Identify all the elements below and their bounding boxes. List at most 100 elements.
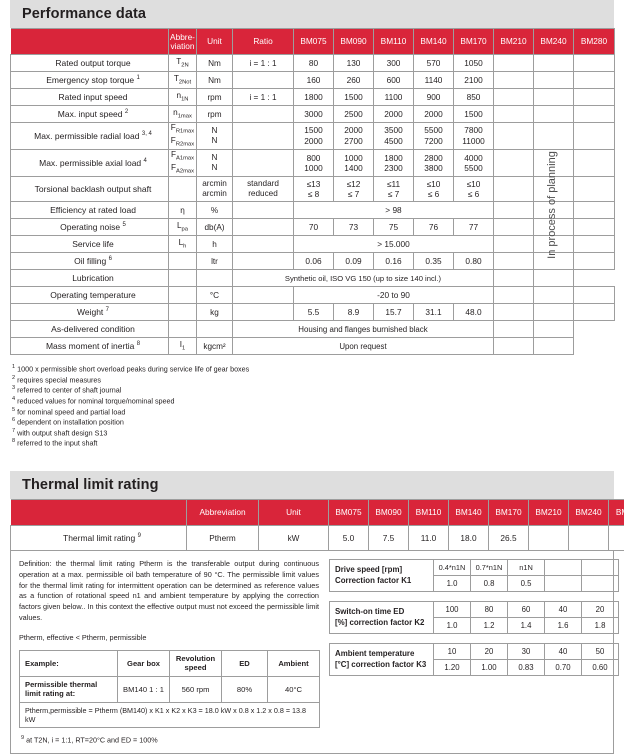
example-value-gearbox: BM140 1 : 1 xyxy=(118,676,170,702)
thermal-header-model-bm280: BM280 xyxy=(609,500,624,526)
table-row: Rated input speed n1N rpm i = 1 : 1 1800… xyxy=(11,89,615,106)
row-empty xyxy=(534,253,574,270)
k2-header-cell: 100 xyxy=(434,602,471,618)
row-value: 1140 xyxy=(414,72,454,89)
row-label: Max. input speed 2 xyxy=(11,106,169,123)
row-value: 11.0 xyxy=(409,526,449,551)
header-spacer xyxy=(11,29,169,55)
k2-value-cell: 1.6 xyxy=(545,618,582,634)
row-ratio xyxy=(233,150,294,177)
row-empty xyxy=(534,177,574,202)
row-empty xyxy=(574,219,615,236)
row-label: Mass moment of inertia 8 xyxy=(11,338,169,355)
header-model-bm140: BM140 xyxy=(414,29,454,55)
row-value: 0.09 xyxy=(334,253,374,270)
table-row: Lubrication Synthetic oil, ISO VG 150 (u… xyxy=(11,270,615,287)
header-model-bm090: BM090 xyxy=(334,29,374,55)
row-empty xyxy=(534,321,574,338)
k2-header-cell: 80 xyxy=(471,602,508,618)
row-label: Rated output torque xyxy=(11,55,169,72)
row-empty xyxy=(574,89,615,106)
row-value: 18.0 xyxy=(449,526,489,551)
header-model-bm170: BM170 xyxy=(454,29,494,55)
row-ratio: standard reduced xyxy=(233,177,294,202)
k3-header-cell: 20 xyxy=(471,644,508,660)
row-abbr: FA1max FA2max xyxy=(169,150,197,177)
k2-header-cell: 60 xyxy=(508,602,545,618)
row-value: 77 xyxy=(454,219,494,236)
row-ratio xyxy=(233,236,294,253)
row-ratio xyxy=(233,72,294,89)
row-value: 1500 xyxy=(454,106,494,123)
row-empty xyxy=(574,253,615,270)
row-value: 1100 xyxy=(374,89,414,106)
thermal-header-spacer xyxy=(11,500,187,526)
footnote-item: 8 referred to the input shaft xyxy=(12,438,614,449)
k3-header-cell: 40 xyxy=(545,644,582,660)
row-empty xyxy=(574,55,615,72)
row-label: As-delivered condition xyxy=(11,321,169,338)
row-empty xyxy=(494,150,534,177)
footnote-item: 2 requires special measures xyxy=(12,375,614,386)
example-table: Example: Gear box Revolution speed ED Am… xyxy=(19,650,320,728)
row-empty xyxy=(574,202,615,219)
row-label: Operating noise 5 xyxy=(11,219,169,236)
row-value: 75 xyxy=(374,219,414,236)
footnote-item: 7 with output shaft design S13 xyxy=(12,428,614,439)
row-ratio xyxy=(233,253,294,270)
k3-value-cell: 1.00 xyxy=(471,660,508,676)
row-unit: N N xyxy=(197,150,233,177)
table-row: Mass moment of inertia 8 I1 kgcm² Upon r… xyxy=(11,338,615,355)
footnote-item: 3 referred to center of shaft journal xyxy=(12,385,614,396)
example-value-ambient: 40°C xyxy=(268,676,320,702)
thermal-definition: Definition: the thermal limit rating Pth… xyxy=(19,559,319,624)
header-model-bm110: BM110 xyxy=(374,29,414,55)
row-unit: kgcm² xyxy=(197,338,233,355)
row-label: Rated input speed xyxy=(11,89,169,106)
k2-header-cell: 20 xyxy=(582,602,619,618)
row-value: 300 xyxy=(374,55,414,72)
footnote-item: 1 1000 x permissible short overload peak… xyxy=(12,364,614,375)
row-label: Lubrication xyxy=(11,270,169,287)
header-abbreviation: Abbre- viation xyxy=(169,29,197,55)
row-unit: kW xyxy=(259,526,329,551)
row-unit: Nm xyxy=(197,55,233,72)
table-row: Efficiency at rated load η % > 98 xyxy=(11,202,615,219)
row-label: Max. permissible radial load 3, 4 xyxy=(11,123,169,150)
performance-table: Abbre- viation Unit Ratio BM075 BM090 BM… xyxy=(10,28,615,355)
row-unit: °C xyxy=(197,287,233,304)
row-empty xyxy=(574,150,615,177)
row-value: 1050 xyxy=(454,55,494,72)
thermal-header-model-bm090: BM090 xyxy=(369,500,409,526)
row-ratio xyxy=(233,202,294,219)
row-abbr: n1max xyxy=(169,106,197,123)
k1-header-cell xyxy=(582,560,619,576)
row-empty xyxy=(534,304,574,321)
row-label: Service life xyxy=(11,236,169,253)
row-empty xyxy=(534,55,574,72)
row-value: 31.1 xyxy=(414,304,454,321)
row-unit: rpm xyxy=(197,106,233,123)
row-empty xyxy=(534,89,574,106)
table-row: Service life Lh h > 15.000 xyxy=(11,236,615,253)
row-value: 8.9 xyxy=(334,304,374,321)
row-unit: db(A) xyxy=(197,219,233,236)
ptherm-inequality: Ptherm, effective < Ptherm, permissible xyxy=(19,633,319,642)
row-value: ≤12≤ 7 xyxy=(334,177,374,202)
k3-header-cell: 30 xyxy=(508,644,545,660)
row-value: 70 xyxy=(294,219,334,236)
k1-value-cell xyxy=(545,576,582,592)
k2-header-cell: 40 xyxy=(545,602,582,618)
row-label: Efficiency at rated load xyxy=(11,202,169,219)
thermal-header-row: Abbreviation Unit BM075 BM090 BM110 BM14… xyxy=(11,500,624,526)
row-empty xyxy=(534,219,574,236)
table-row: Weight 7 kg 5.5 8.9 15.7 31.1 48.0 xyxy=(11,304,615,321)
thermal-header-model-bm170: BM170 xyxy=(489,500,529,526)
